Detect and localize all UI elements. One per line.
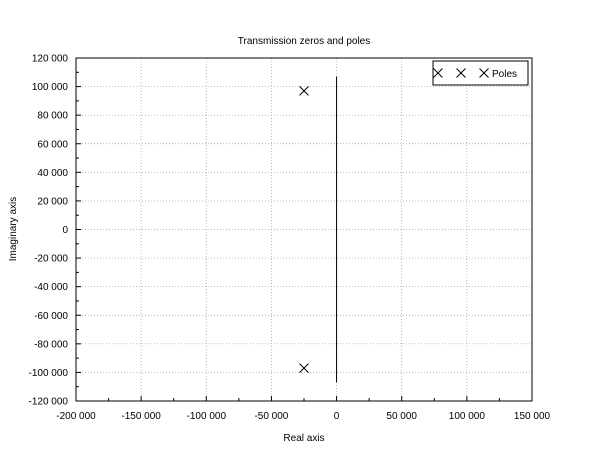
- y-tick-label: 40 000: [37, 168, 68, 179]
- legend-pole-marker: [433, 68, 443, 78]
- pole-marker: [299, 86, 309, 96]
- legend: Poles: [432, 60, 529, 86]
- y-tick-label: 0: [62, 225, 68, 236]
- x-tick-label: -100 000: [187, 411, 227, 422]
- y-tick-label: -100 000: [29, 368, 69, 379]
- plot-data: [299, 76, 338, 383]
- x-tick-label: 100 000: [449, 411, 486, 422]
- y-tick-label: -60 000: [34, 311, 68, 322]
- y-tick-label: -120 000: [29, 397, 69, 408]
- y-tick-label: -80 000: [34, 339, 68, 350]
- marker-stroke: [299, 363, 309, 373]
- x-tick-label: -50 000: [254, 411, 288, 422]
- y-tick-label: 120 000: [32, 54, 69, 65]
- legend-markers: [433, 68, 489, 78]
- chart-title: Transmission zeros and poles: [238, 36, 370, 47]
- legend-pole-marker: [456, 68, 466, 78]
- marker-stroke: [456, 68, 466, 78]
- x-tick-label: -150 000: [121, 411, 161, 422]
- y-tick-label: 80 000: [37, 111, 68, 122]
- y-tick-label: 100 000: [32, 82, 69, 93]
- x-tick-labels: -200 000 -150 000 -100 000 -50 000 0 50 000 10…: [56, 411, 550, 422]
- marker-stroke: [479, 68, 489, 78]
- legend-pole-marker: [479, 68, 489, 78]
- pole-marker: [299, 363, 309, 373]
- y-axis-title: Imaginary axis: [8, 197, 19, 261]
- legend-label-poles: Poles: [492, 69, 517, 80]
- axis-ticks: [75, 57, 533, 402]
- x-axis-title: Real axis: [283, 433, 324, 444]
- grid-lines: [76, 58, 532, 401]
- legend-box: [432, 60, 529, 86]
- x-tick-label: 150 000: [514, 411, 551, 422]
- y-tick-label: -20 000: [34, 254, 68, 265]
- x-tick-label: 0: [334, 411, 340, 422]
- x-tick-label: -200 000: [56, 411, 96, 422]
- y-tick-label: -40 000: [34, 282, 68, 293]
- y-tick-labels: 120 000 100 000 80 000 60 000 40 000 20 000 0 -…: [29, 54, 69, 408]
- y-tick-label: 60 000: [37, 139, 68, 150]
- marker-stroke: [299, 86, 309, 96]
- y-tick-label: 20 000: [37, 196, 68, 207]
- marker-stroke: [433, 68, 443, 78]
- x-tick-label: 50 000: [386, 411, 417, 422]
